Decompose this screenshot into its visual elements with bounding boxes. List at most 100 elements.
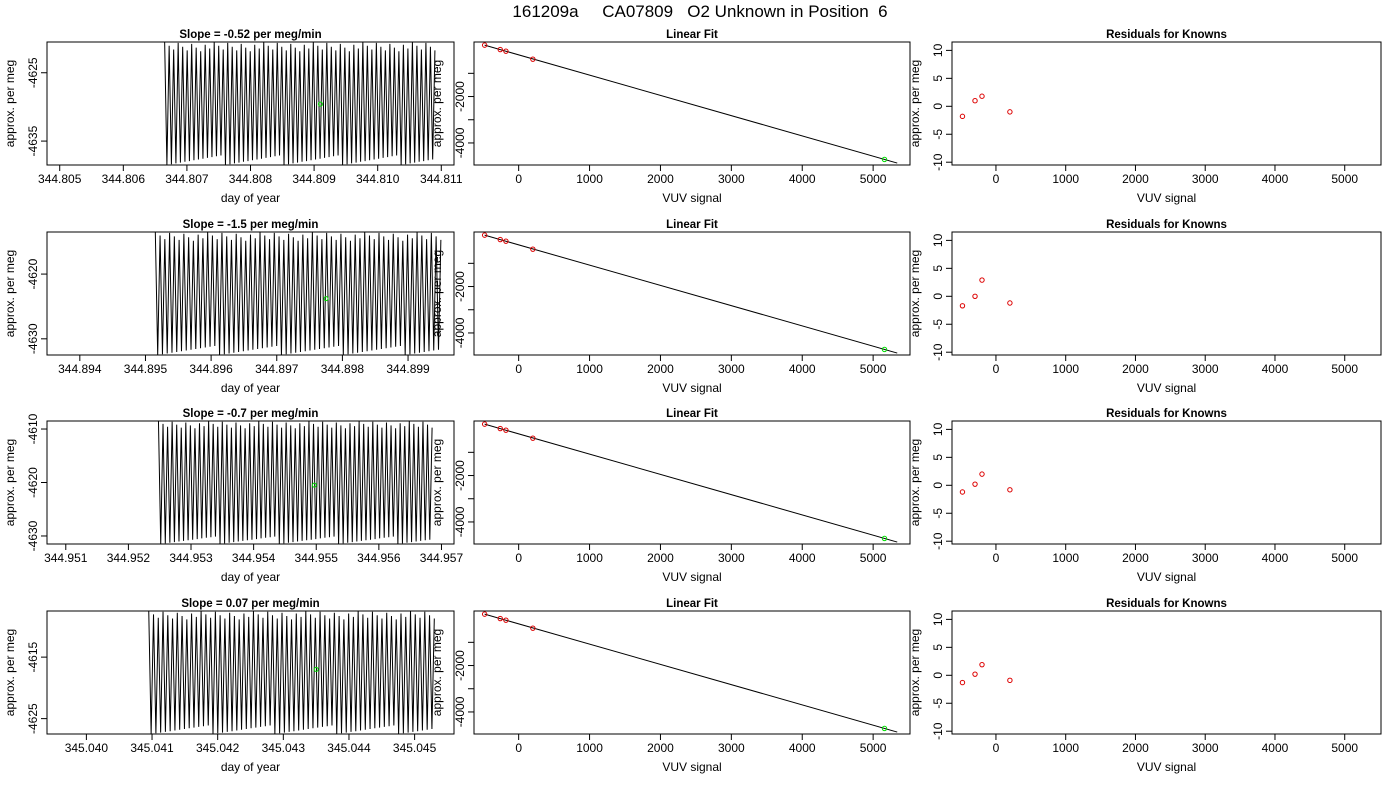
x-axis-label: day of year [221,760,280,774]
y-tick-label: 5 [931,644,945,651]
x-tick-label: 345.042 [196,741,240,755]
known-point [959,679,966,686]
fit-line [484,234,898,354]
x-tick-label: 3000 [1192,362,1219,376]
x-tick-label: 344.898 [321,362,365,376]
data-marks [148,611,435,734]
plot-frame [951,231,1382,356]
x-tick-label: 5000 [860,551,887,565]
x-tick-label: 0 [515,172,522,186]
x-tick-label: 0 [993,741,1000,755]
data-marks [481,611,898,733]
y-tick-label: 0 [931,672,945,679]
fit-line [484,613,898,733]
x-tick-label: 4000 [789,551,816,565]
y-tick-label: -4000 [453,696,467,727]
x-tick-label: 344.810 [356,172,400,186]
known-point [979,93,985,99]
x-tick-label: 4000 [789,741,816,755]
fit-line [484,44,898,164]
x-tick-label: 2000 [647,551,674,565]
y-tick-label: -4630 [26,323,40,354]
y-tick-label: 0 [931,293,945,300]
known-point [979,277,985,283]
x-tick-label: 3000 [1192,172,1219,186]
data-marks [154,232,442,355]
y-axis-label: approx. per meg [3,60,17,147]
chart-title: Residuals for Knowns [1106,598,1227,610]
x-tick-label: 344.808 [229,172,273,186]
y-tick-label: 10 [931,422,945,436]
data-marks [959,661,1013,686]
known-point [1007,109,1013,115]
x-tick-label: 2000 [647,362,674,376]
x-tick-label: 0 [515,741,522,755]
x-tick-label: 2000 [1122,362,1149,376]
chart-panel-3-3: Residuals for Knowns VUV signal approx. pe… [908,408,1382,584]
x-tick-label: 5000 [1331,362,1358,376]
known-point [1007,487,1013,493]
x-tick-label: 344.897 [255,362,299,376]
data-marks [157,421,433,544]
x-tick-label: 344.954 [232,551,276,565]
y-tick-label: -10 [931,722,945,740]
unknown-point [317,101,323,107]
y-tick-label: -5 [931,129,945,140]
known-point [530,435,536,441]
x-tick-label: 3000 [718,172,745,186]
x-axis-label: VUV signal [662,570,721,584]
plot-frame [473,231,911,356]
y-tick-label: -5 [931,319,945,330]
chart-panel-3-2: Linear Fit VUV signal approx. per meg 0 1000… [430,408,911,584]
x-tick-label: 1000 [576,551,603,565]
known-point [972,98,978,104]
y-axis-label: approx. per meg [3,439,17,526]
known-point [979,471,985,477]
x-tick-label: 344.952 [107,551,151,565]
x-tick-label: 345.044 [327,741,371,755]
plot-frame [473,420,911,545]
x-tick-label: 4000 [1262,741,1289,755]
y-tick-label: -4620 [26,258,40,289]
y-tick-label: 5 [931,454,945,461]
known-point [959,113,966,120]
y-tick-label: 10 [931,233,945,247]
x-tick-label: 3000 [718,551,745,565]
x-tick-label: 344.951 [44,551,88,565]
x-tick-label: 345.045 [393,741,437,755]
x-tick-label: 2000 [647,172,674,186]
x-tick-label: 345.043 [262,741,306,755]
y-tick-label: 5 [931,75,945,82]
x-tick-label: 1000 [576,172,603,186]
known-point [497,425,503,432]
known-point [959,489,966,495]
x-tick-label: 1000 [576,741,603,755]
y-axis-label: approx. per meg [3,629,17,716]
x-tick-label: 4000 [789,362,816,376]
chart-title: Slope = 0.07 per meg/min [181,598,319,610]
unknown-point [881,535,888,542]
x-axis-label: day of year [221,381,280,395]
unknown-point [311,482,317,488]
plot-frame [951,420,1382,545]
page-title: 161209a CA07809 O2 Unknown in Position 6 [512,2,888,21]
chart-title: Slope = -1.5 per meg/min [183,219,319,231]
known-point [979,661,985,668]
x-tick-label: 2000 [1122,741,1149,755]
y-tick-label: -5 [931,698,945,709]
x-tick-label: 5000 [1331,551,1358,565]
x-tick-label: 344.807 [165,172,209,186]
chart-panel-1-3: Residuals for Knowns VUV signal approx. pe… [908,29,1382,205]
y-tick-label: 0 [931,482,945,489]
plot-frame [473,41,911,166]
x-tick-label: 344.955 [295,551,339,565]
x-tick-label: 344.806 [102,172,146,186]
x-tick-label: 344.899 [386,362,430,376]
chart-panel-2-2: Linear Fit VUV signal approx. per meg 0 1000… [430,219,911,395]
y-tick-label: -4620 [26,467,40,498]
known-point [530,246,536,252]
x-tick-label: 5000 [1331,741,1358,755]
known-point [497,46,503,53]
x-tick-label: 344.805 [38,172,82,186]
